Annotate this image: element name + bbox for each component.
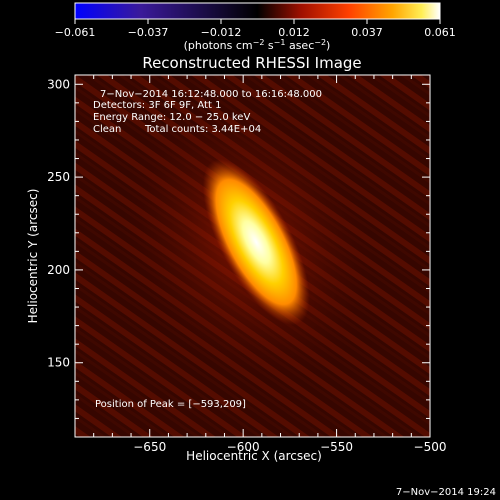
colorbar-tick-label: −0.012	[201, 26, 242, 39]
y-tick-label: 150	[47, 356, 70, 370]
colorbar-tick-label: −0.037	[128, 26, 169, 39]
colorbar-tick-label: 0.061	[424, 26, 456, 39]
colorbar	[74, 2, 441, 20]
x-tick-label: −650	[133, 440, 166, 454]
x-tick-label: −550	[320, 440, 353, 454]
y-axis-label: Heliocentric Y (arcsec)	[26, 189, 40, 324]
colorbar-ticks: −0.061 −0.037 −0.012 0.012 0.037 0.061	[55, 19, 456, 39]
annotation-time-range: 7−Nov−2014 16:12:48.000 to 16:16:48.000	[100, 89, 322, 100]
colorbar-tick-label: 0.037	[351, 26, 383, 39]
x-tick-label: −500	[414, 440, 447, 454]
annotation-method: Clean	[93, 124, 121, 135]
annotation-peak: Position of Peak = [−593,209]	[95, 399, 246, 410]
annotation-counts: Total counts: 3.44E+04	[144, 124, 261, 135]
colorbar-tick-label: 0.012	[278, 26, 310, 39]
chart-title: Reconstructed RHESSI Image	[142, 54, 361, 72]
y-tick-label: 300	[47, 77, 70, 91]
y-tick-label: 250	[47, 170, 70, 184]
hxr-source	[202, 159, 310, 326]
colorbar-unit-label: (photons cm−2 s−1 asec−2)	[184, 38, 331, 52]
annotation-detectors: Detectors: 3F 6F 9F, Att 1	[93, 100, 221, 111]
y-tick-label: 200	[47, 263, 70, 277]
x-axis-label: Heliocentric X (arcsec)	[186, 449, 322, 463]
colorbar-tick-label: −0.061	[55, 26, 96, 39]
plot-frame	[74, 74, 431, 438]
x-tick-label: −600	[227, 440, 260, 454]
image-area	[75, 75, 430, 437]
timestamp: 7−Nov−2014 19:24	[396, 487, 496, 498]
axis-ticks: −650 −600 −550 −500 150 200 250 300	[47, 75, 446, 454]
annotation-energy: Energy Range: 12.0 − 25.0 keV	[93, 112, 250, 123]
